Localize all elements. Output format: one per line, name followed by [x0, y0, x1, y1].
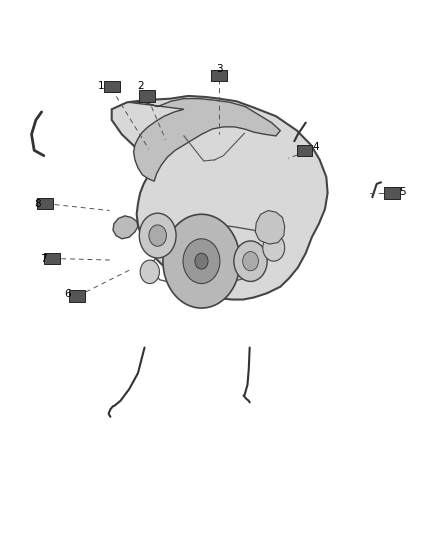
- Bar: [69, 290, 85, 302]
- Text: 5: 5: [399, 187, 406, 197]
- Bar: [37, 198, 53, 209]
- Bar: [104, 80, 120, 92]
- PathPatch shape: [113, 216, 138, 239]
- PathPatch shape: [129, 99, 280, 181]
- Text: 4: 4: [312, 142, 319, 151]
- Circle shape: [243, 252, 258, 271]
- Circle shape: [234, 241, 267, 281]
- Text: 2: 2: [137, 82, 144, 91]
- Bar: [44, 253, 60, 264]
- Circle shape: [163, 214, 240, 308]
- Bar: [297, 144, 312, 156]
- Text: 6: 6: [64, 289, 71, 299]
- Text: 7: 7: [39, 254, 46, 263]
- Text: 3: 3: [215, 64, 223, 74]
- Circle shape: [149, 225, 166, 246]
- Text: 1: 1: [97, 82, 104, 91]
- Circle shape: [195, 253, 208, 269]
- Circle shape: [140, 260, 159, 284]
- Bar: [211, 70, 227, 82]
- Circle shape: [183, 239, 220, 284]
- Text: 8: 8: [34, 199, 41, 208]
- Circle shape: [263, 235, 285, 261]
- Bar: [384, 187, 400, 199]
- PathPatch shape: [112, 96, 328, 300]
- Bar: [139, 90, 155, 102]
- PathPatch shape: [255, 211, 285, 244]
- Circle shape: [139, 213, 176, 258]
